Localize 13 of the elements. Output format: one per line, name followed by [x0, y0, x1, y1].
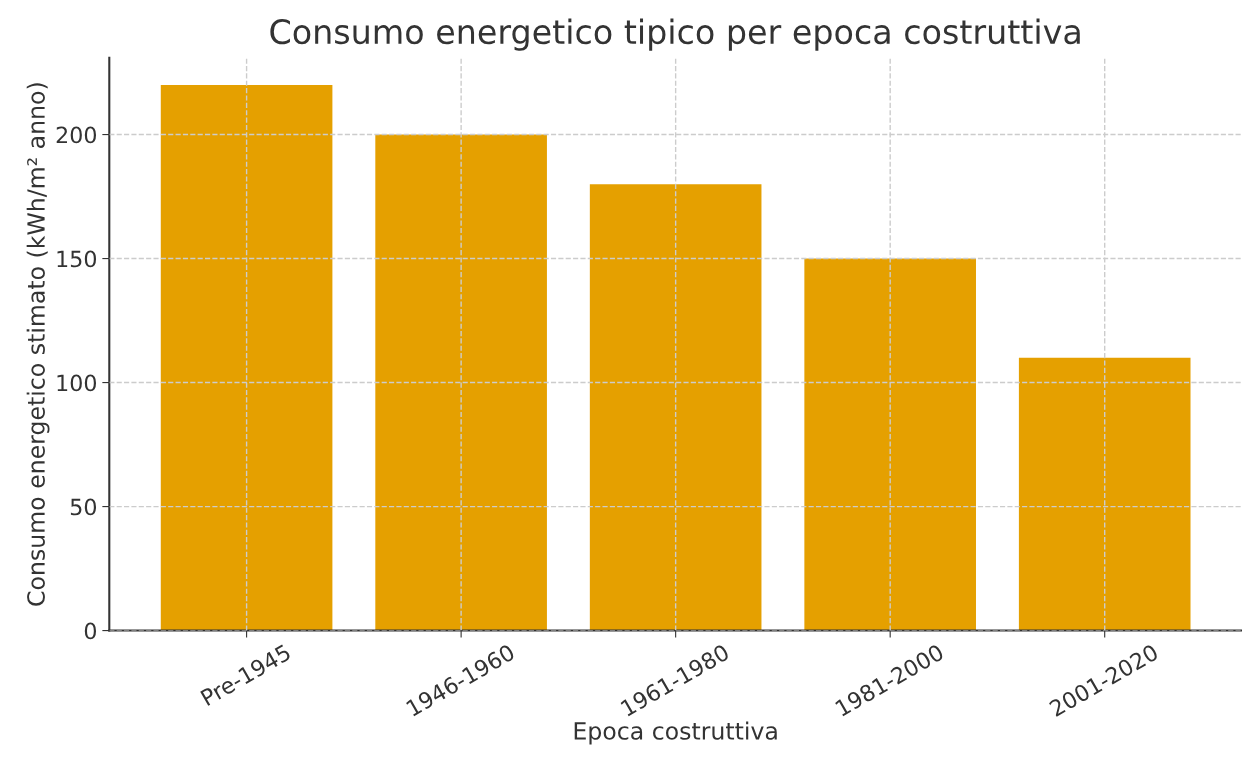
bar — [589, 184, 762, 631]
bar — [375, 134, 547, 631]
chart-title: Consumo energetico tipico per epoca costruttiva — [270, 18, 1080, 51]
y-tick-label: 100 — [57, 374, 97, 392]
y-tick-label: 200 — [56, 126, 97, 144]
y-tick-label: 50 — [70, 498, 97, 516]
bar — [1018, 357, 1191, 631]
y-tick-label: 150 — [57, 250, 97, 268]
y-axis-title: Consumo energetico stimato (kWh/m² anno) — [26, 83, 50, 606]
bar — [160, 84, 333, 631]
x-axis-title: Epoca costruttiva — [574, 721, 777, 745]
y-tick-label: 0 — [84, 622, 97, 640]
bar — [804, 258, 976, 631]
